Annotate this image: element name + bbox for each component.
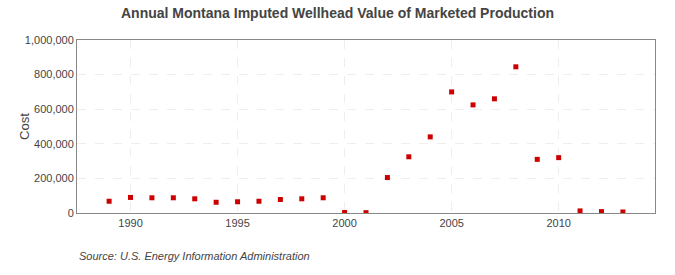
svg-text:Source: U.S. Energy Informatio: Source: U.S. Energy Information Administ…	[79, 250, 310, 262]
svg-text:Annual Montana Imputed Wellhea: Annual Montana Imputed Wellhead Value of…	[121, 5, 554, 21]
svg-text:2000: 2000	[332, 217, 356, 229]
svg-text:Cost: Cost	[17, 113, 32, 140]
svg-text:1995: 1995	[225, 217, 249, 229]
svg-text:2005: 2005	[439, 217, 463, 229]
svg-text:800,000: 800,000	[34, 68, 74, 80]
svg-text:1990: 1990	[118, 217, 142, 229]
svg-text:200,000: 200,000	[34, 172, 74, 184]
svg-text:1,000,000: 1,000,000	[25, 34, 74, 46]
svg-text:0: 0	[68, 207, 74, 219]
svg-text:400,000: 400,000	[34, 138, 74, 150]
svg-text:2010: 2010	[546, 217, 570, 229]
svg-text:600,000: 600,000	[34, 103, 74, 115]
